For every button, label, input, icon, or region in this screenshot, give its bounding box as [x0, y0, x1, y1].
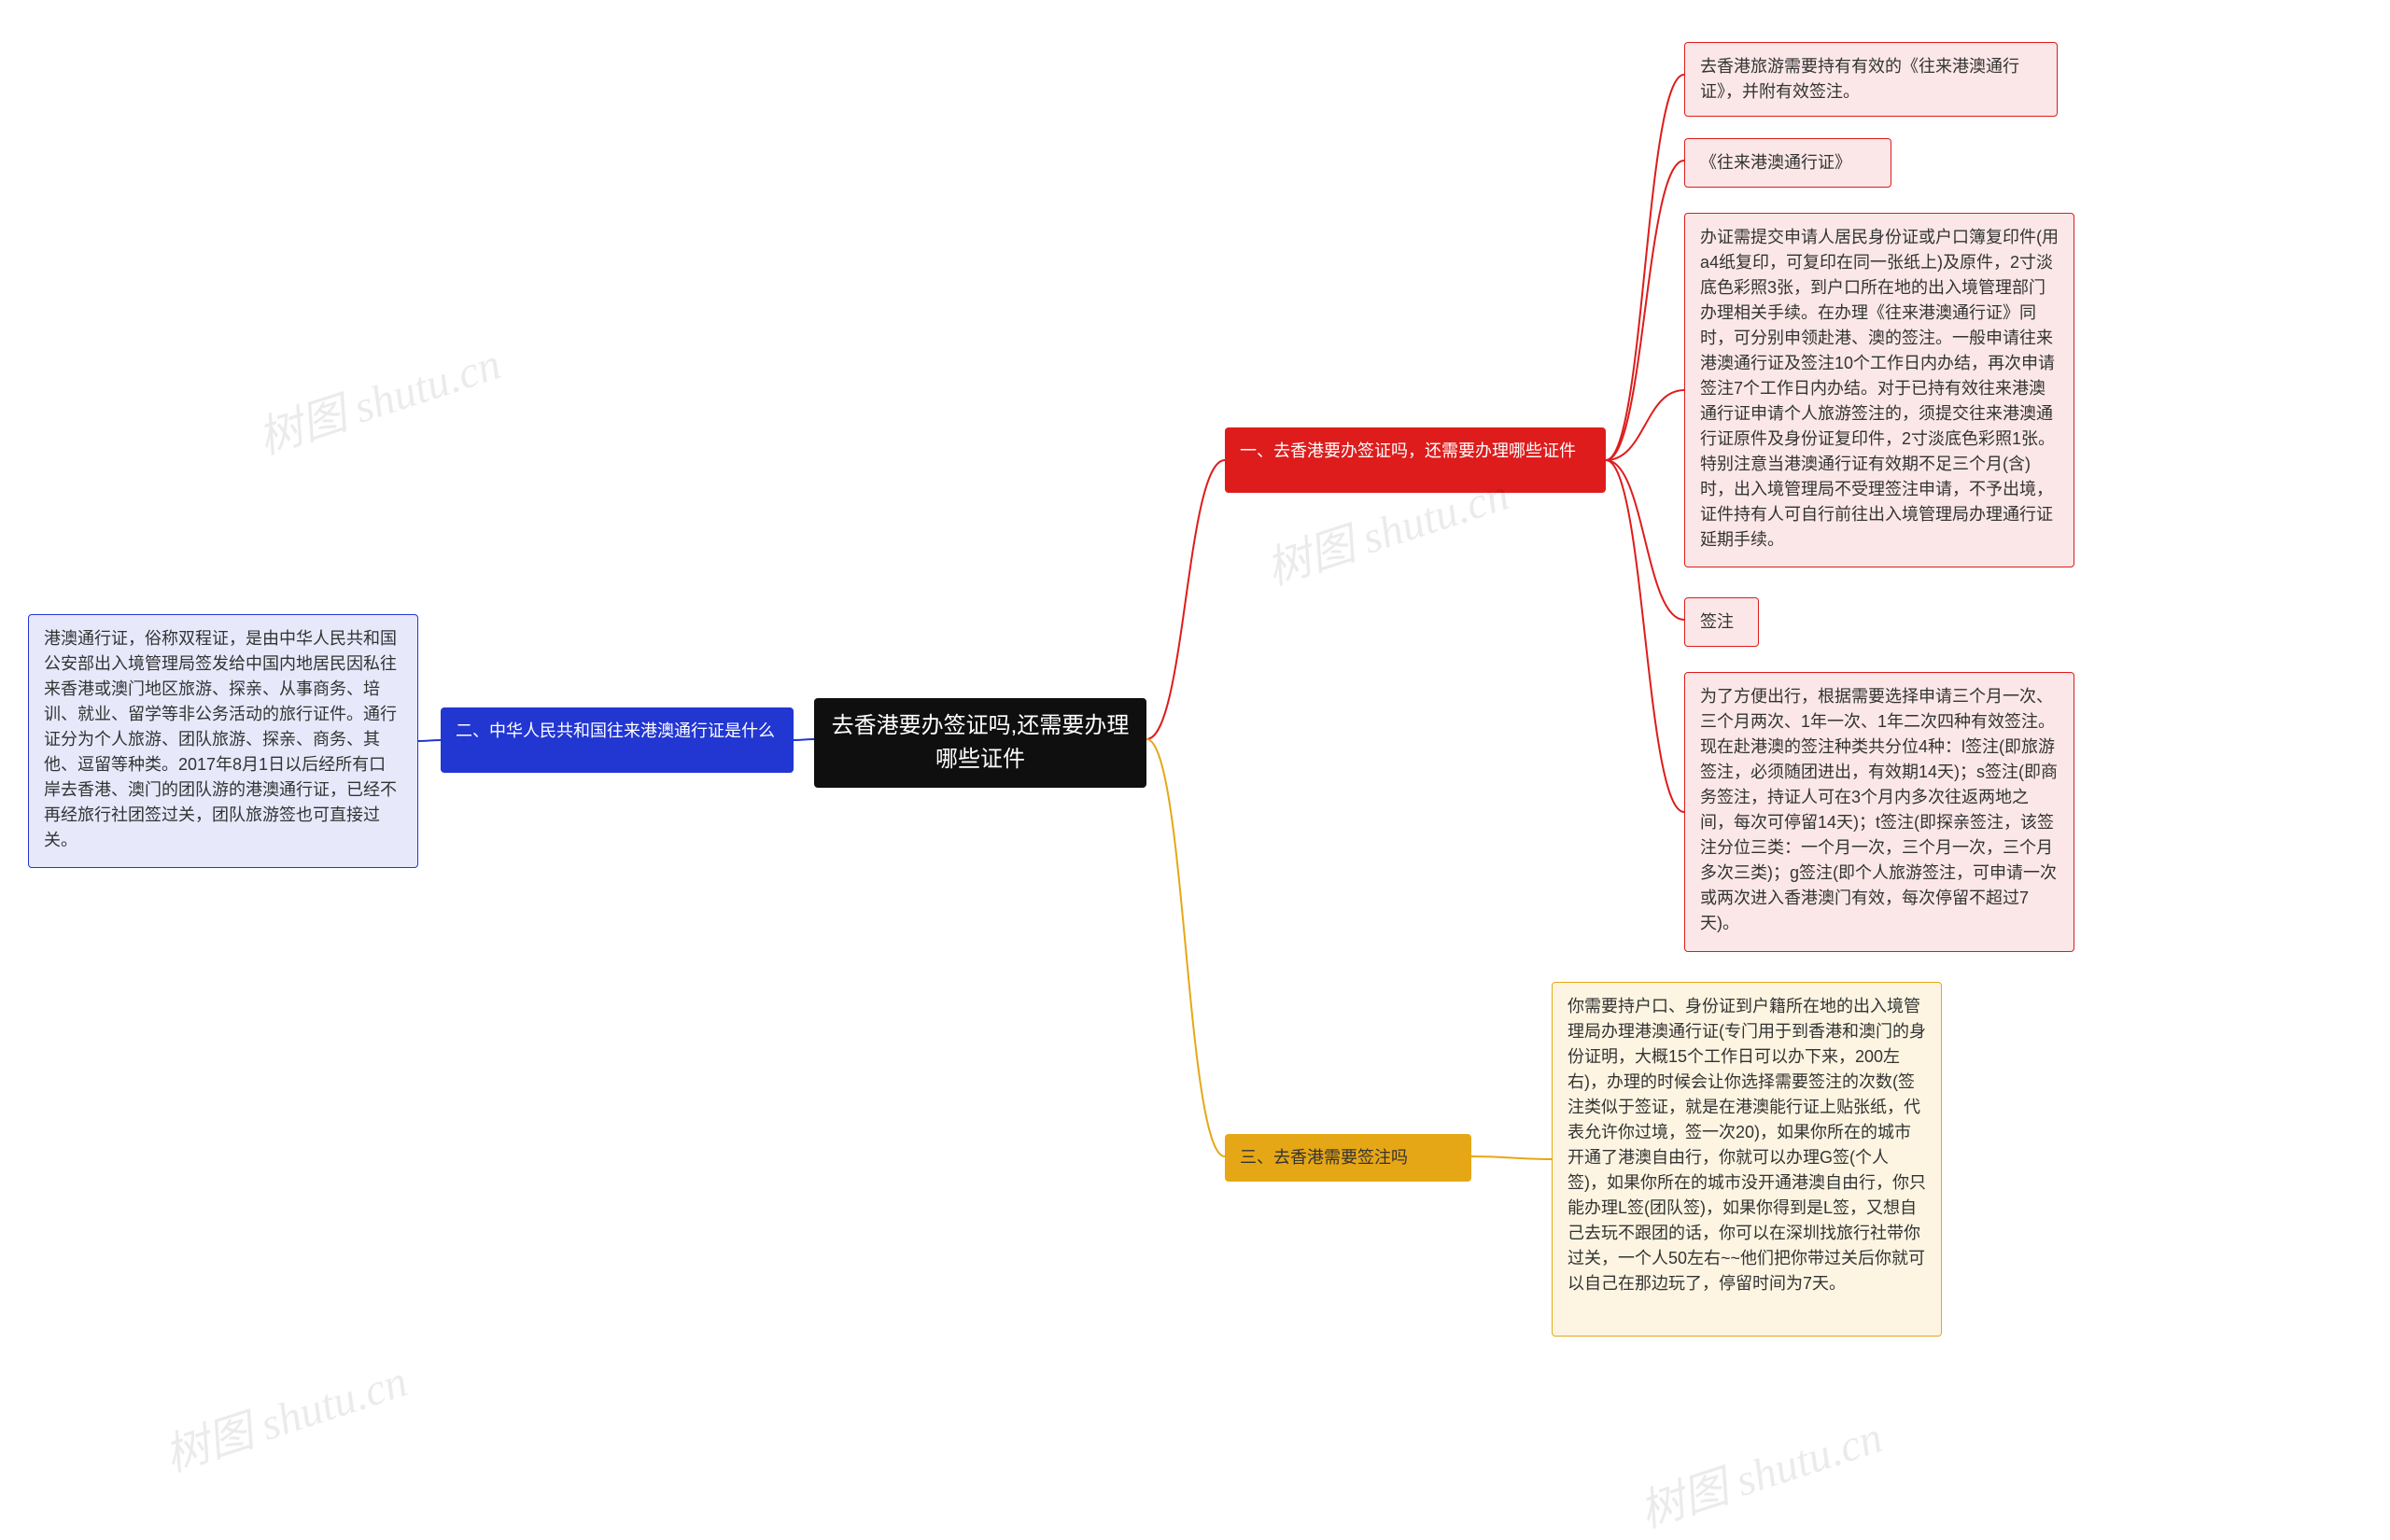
- watermark: 树图 shutu.cn: [248, 327, 508, 467]
- leaf-node: 你需要持户口、身份证到户籍所在地的出入境管理局办理港澳通行证(专门用于到香港和澳…: [1552, 982, 1942, 1337]
- root-node: 去香港要办签证吗,还需要办理哪些证件: [814, 698, 1146, 788]
- leaf-node: 《往来港澳通行证》: [1684, 138, 1891, 188]
- branch-node: 二、中华人民共和国往来港澳通行证是什么: [441, 707, 794, 773]
- leaf-node: 签注: [1684, 597, 1759, 647]
- branch-node: 一、去香港要办签证吗，还需要办理哪些证件: [1225, 427, 1606, 493]
- watermark: 树图 shutu.cn: [155, 1344, 415, 1484]
- leaf-node: 去香港旅游需要持有有效的《往来港澳通行证》，并附有效签注。: [1684, 42, 2058, 117]
- leaf-node: 为了方便出行，根据需要选择申请三个月一次、三个月两次、1年一次、1年二次四种有效…: [1684, 672, 2074, 952]
- mindmap-canvas: 去香港要办签证吗,还需要办理哪些证件 一、去香港要办签证吗，还需要办理哪些证件 去香…: [0, 0, 2390, 1499]
- leaf-node: 港澳通行证，俗称双程证，是由中华人民共和国公安部出入境管理局签发给中国内地居民因…: [28, 614, 418, 868]
- leaf-node: 办证需提交申请人居民身份证或户口簿复印件(用a4纸复印，可复印在同一张纸上)及原…: [1684, 213, 2074, 567]
- watermark: 树图 shutu.cn: [1630, 1400, 1890, 1540]
- branch-node: 三、去香港需要签注吗: [1225, 1134, 1471, 1182]
